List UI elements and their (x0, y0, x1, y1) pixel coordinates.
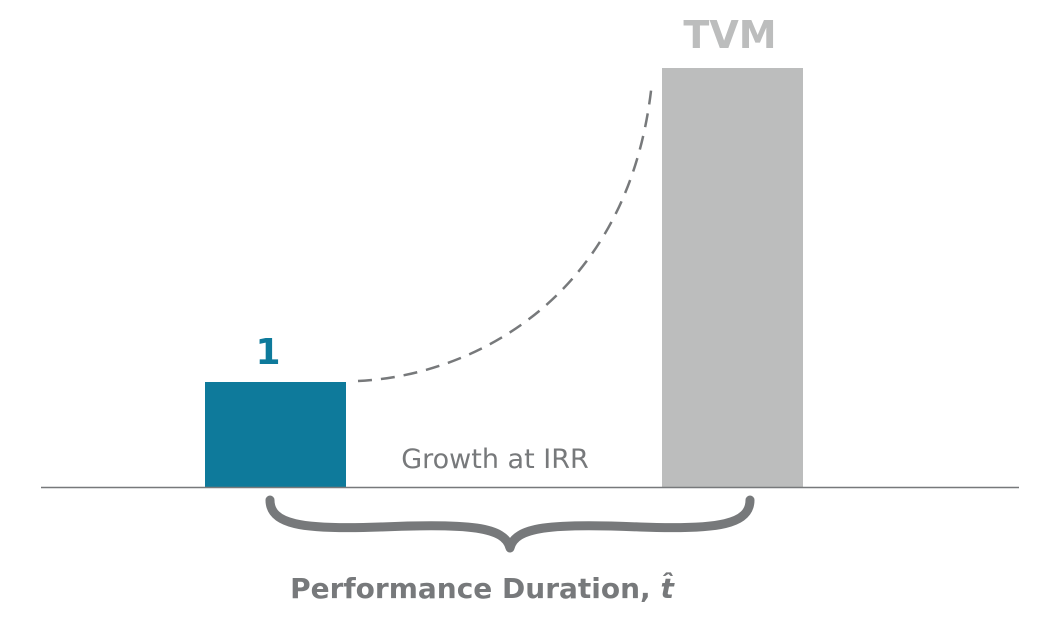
start-bar-label: 1 (255, 332, 280, 373)
brace-label: Performance Duration, t̂ (290, 572, 675, 605)
brace-label-text: Performance Duration, (290, 572, 660, 605)
duration-symbol: t̂ (660, 572, 675, 605)
curve-label: Growth at IRR (401, 444, 589, 475)
growth-curve (357, 81, 654, 383)
duration-brace (265, 495, 755, 553)
end-bar-label: TVM (683, 13, 776, 57)
end-bar (662, 68, 803, 487)
start-bar (205, 382, 346, 487)
